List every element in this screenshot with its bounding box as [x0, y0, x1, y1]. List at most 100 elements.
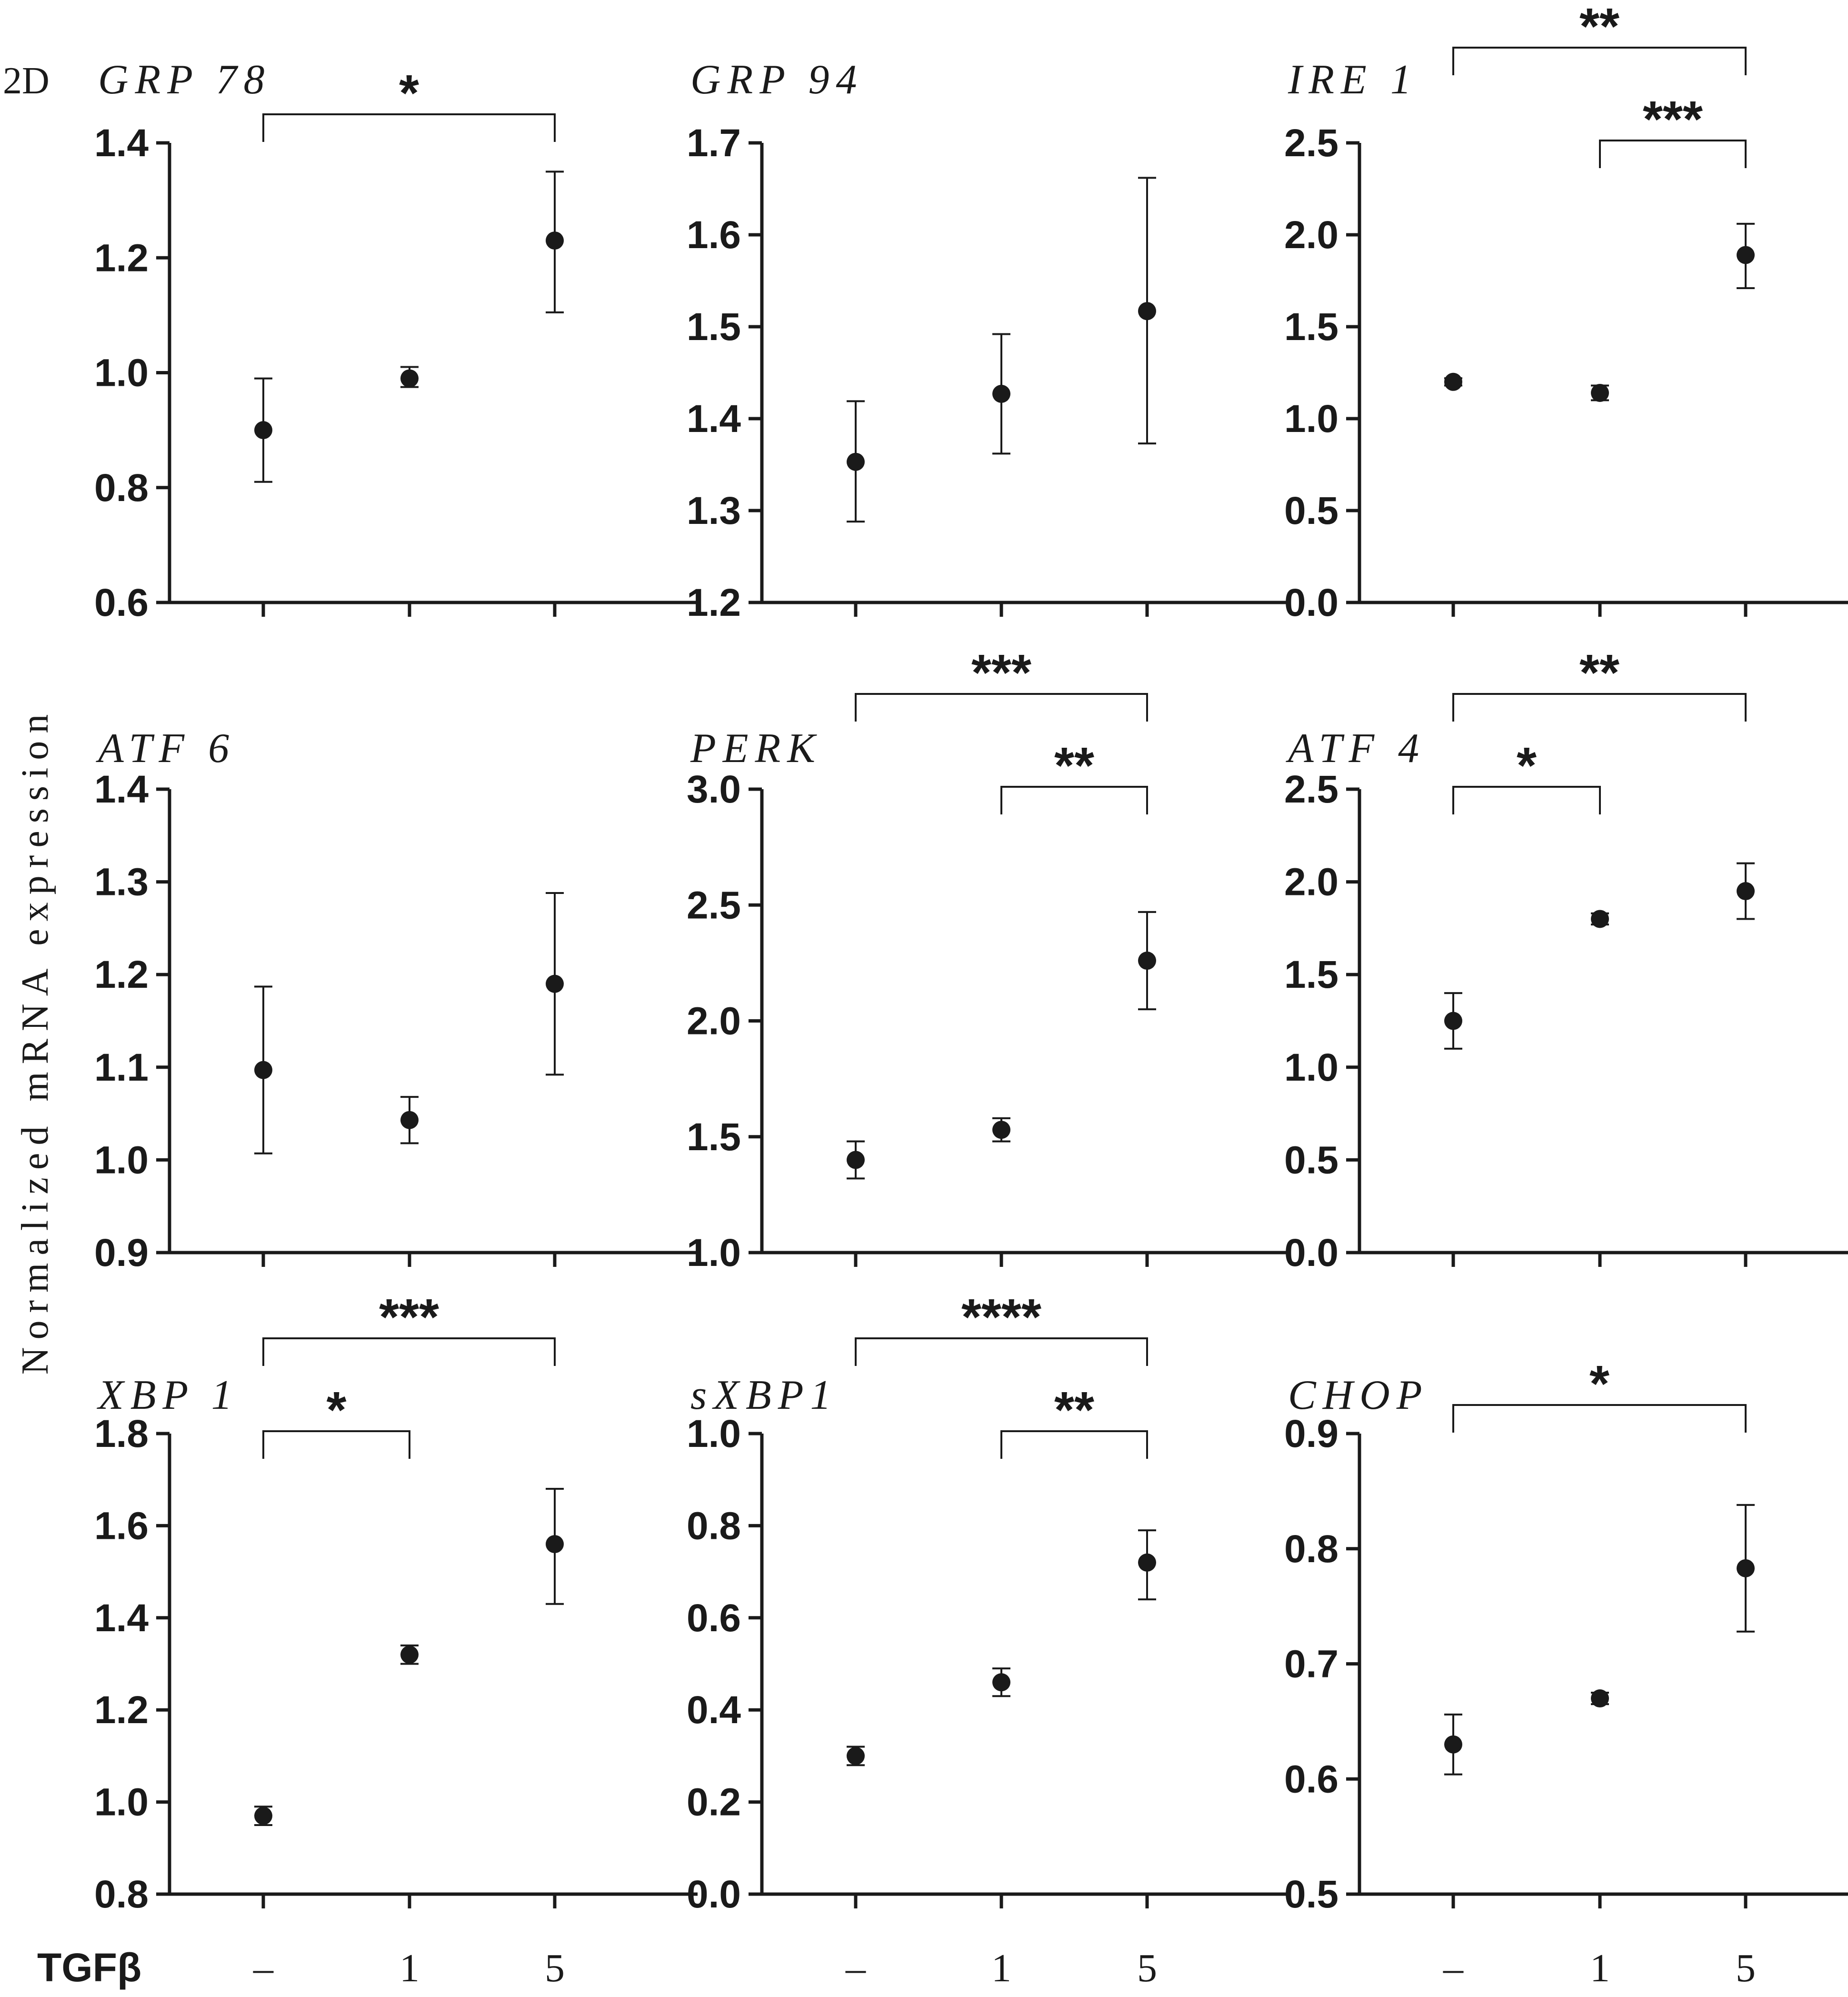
data-point: [1591, 1689, 1609, 1708]
y-tick-label: 2.0: [687, 1000, 741, 1043]
y-tick-label: 1.5: [687, 1115, 741, 1159]
y-tick-label: 0.7: [1284, 1643, 1339, 1686]
y-tick-label: 0.5: [1284, 1873, 1339, 1916]
y-tick-label: 2.5: [1284, 768, 1339, 811]
y-tick-label: 1.2: [94, 1688, 149, 1732]
significance-bracket: [1000, 1430, 1148, 1459]
y-tick-label: 1.0: [94, 351, 149, 395]
data-point: [847, 1746, 865, 1765]
y-tick-label: 0.5: [1284, 489, 1339, 532]
significance-label: *: [1589, 1355, 1609, 1412]
y-tick-label: 1.4: [94, 768, 149, 811]
data-point: [1737, 1559, 1755, 1577]
chart-panels: GRP 78 0.6 0.8 1.0 1.2 1.4 * GRP 94 1.2 1.3 1.4 1.5…: [94, 0, 1848, 1990]
significance-label: *: [326, 1381, 346, 1438]
y-tick-label: 1.0: [94, 1781, 149, 1824]
x-category-label: 5: [545, 1946, 565, 1990]
significance-label: ***: [1643, 90, 1703, 148]
y-tick-label: 1.4: [687, 397, 741, 441]
y-tick-label: 2.0: [1284, 861, 1339, 904]
data-point: [254, 1061, 272, 1079]
panel-title: GRP 94: [690, 57, 863, 103]
panel-xbp-1: XBP 10.81.01.21.41.61.8****: [94, 1288, 698, 1916]
data-point: [1737, 882, 1755, 901]
x-category-label: –: [1443, 1946, 1464, 1990]
y-tick-label: 1.3: [687, 489, 741, 532]
data-point: [1591, 383, 1609, 402]
y-tick-label: 1.5: [687, 305, 741, 349]
panel-grp-78: GRP 78 0.6 0.8 1.0 1.2 1.4 *: [94, 57, 698, 624]
x-category-label: –: [845, 1946, 866, 1990]
x-category-label: 5: [1137, 1946, 1157, 1990]
data-point: [546, 974, 564, 993]
y-tick-label: 1.6: [687, 213, 741, 257]
y-tick-label: 1.6: [94, 1504, 149, 1547]
y-tick-label: 1.2: [687, 581, 741, 624]
panel-title: GRP 78: [98, 57, 271, 103]
y-tick-label: 1.0: [94, 1138, 149, 1182]
panel-title: PERK: [690, 725, 822, 772]
data-point: [400, 1111, 419, 1129]
data-point: [1138, 952, 1156, 970]
y-tick-label: 1.0: [687, 1231, 741, 1274]
y-tick-label: 0.9: [94, 1231, 149, 1274]
significance-bracket: [1452, 786, 1601, 814]
significance-label: **: [1054, 736, 1094, 794]
x-category-label: –: [253, 1946, 274, 1990]
y-tick-label: 1.0: [1284, 397, 1339, 441]
y-tick-label: 0.6: [94, 581, 149, 624]
y-tick-label: 1.5: [1284, 305, 1339, 349]
data-point: [1737, 246, 1755, 264]
significance-label: **: [1054, 1381, 1094, 1438]
y-tick-label: 1.1: [94, 1046, 149, 1089]
y-tick-label: 2.5: [1284, 121, 1339, 165]
panel-title: ATF 6: [96, 725, 236, 772]
data-point: [992, 384, 1010, 403]
y-tick-label: 0.5: [1284, 1138, 1339, 1182]
significance-bracket: [1452, 47, 1747, 75]
data-point: [1138, 1553, 1156, 1572]
y-tick-label: 1.4: [94, 1596, 149, 1640]
y-tick-label: 0.4: [687, 1688, 741, 1732]
data-point: [254, 421, 272, 440]
significance-label: **: [1579, 0, 1619, 55]
panel-sxbp1: sXBP1 0.0 0.2 0.4 0.6 0.8 1.0 ******: [687, 1288, 1290, 1916]
y-tick-label: 0.2: [687, 1781, 741, 1824]
panel-ire-1: IRE 10.00.51.01.52.02.5*****: [1284, 0, 1848, 624]
data-point: [1444, 1012, 1462, 1030]
significance-bracket: [855, 693, 1148, 722]
y-tick-label: 3.0: [687, 768, 741, 811]
y-tick-label: 1.3: [94, 861, 149, 904]
panel-atf-4: ATF 40.00.51.01.52.02.5***: [1284, 643, 1848, 1274]
x-variable-label: TGFβ: [37, 1945, 141, 1990]
significance-bracket: [855, 1337, 1148, 1366]
panel-title: ATF 4: [1286, 725, 1426, 772]
y-tick-label: 0.8: [94, 1873, 149, 1916]
data-point: [546, 1535, 564, 1554]
data-point: [847, 452, 865, 471]
significance-label: ***: [379, 1288, 439, 1345]
significance-label: **: [1579, 643, 1619, 701]
y-tick-label: 1.2: [94, 236, 149, 280]
y-tick-label: 0.0: [1284, 581, 1339, 624]
y-tick-label: 0.6: [1284, 1757, 1339, 1801]
y-tick-label: 2.0: [1284, 213, 1339, 257]
panel-label: 2D: [3, 60, 50, 102]
significance-label: *: [1517, 736, 1537, 794]
y-axis-title: Normalized mRNA expression: [14, 707, 56, 1375]
data-point: [847, 1151, 865, 1169]
y-tick-label: 0.8: [1284, 1527, 1339, 1571]
significance-bracket: [1452, 693, 1747, 722]
data-point: [546, 231, 564, 250]
panel-title: CHOP: [1288, 1372, 1429, 1418]
y-tick-label: 1.2: [94, 953, 149, 996]
data-point: [992, 1121, 1010, 1139]
x-category-label: 1: [1590, 1946, 1610, 1990]
y-tick-label: 1.4: [94, 121, 149, 165]
significance-bracket: [262, 1430, 410, 1459]
y-tick-label: 1.7: [687, 121, 741, 165]
data-point: [992, 1673, 1010, 1692]
significance-bracket: [1000, 786, 1148, 814]
